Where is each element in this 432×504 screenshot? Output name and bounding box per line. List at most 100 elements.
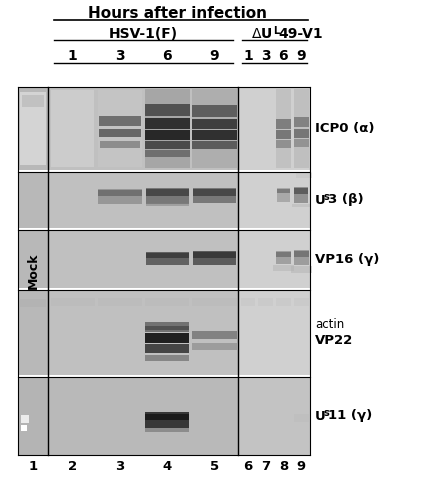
Bar bbox=[276, 189, 290, 193]
Bar bbox=[144, 130, 190, 140]
Text: 3: 3 bbox=[115, 49, 125, 63]
Bar bbox=[193, 251, 236, 265]
Text: 9: 9 bbox=[296, 49, 306, 63]
Text: ICP0 (α): ICP0 (α) bbox=[315, 122, 375, 135]
Bar bbox=[192, 89, 237, 168]
Bar bbox=[192, 343, 236, 349]
Bar bbox=[239, 172, 310, 228]
Bar bbox=[18, 290, 48, 375]
Bar bbox=[21, 425, 27, 431]
Text: L: L bbox=[273, 26, 280, 36]
Text: 9: 9 bbox=[210, 49, 219, 63]
Bar bbox=[276, 140, 291, 148]
Bar bbox=[144, 118, 190, 129]
Bar bbox=[273, 265, 294, 271]
Text: Mock: Mock bbox=[26, 253, 39, 289]
Bar bbox=[22, 95, 44, 107]
Bar bbox=[49, 290, 238, 375]
Text: U: U bbox=[315, 409, 326, 422]
Bar bbox=[146, 252, 189, 265]
Bar bbox=[144, 150, 190, 157]
Bar bbox=[294, 414, 308, 422]
Text: 3 (β): 3 (β) bbox=[328, 194, 364, 207]
Text: $\Delta$U: $\Delta$U bbox=[251, 27, 273, 41]
Text: 3: 3 bbox=[261, 49, 270, 63]
Bar bbox=[239, 377, 310, 455]
Bar bbox=[192, 118, 237, 129]
Bar bbox=[276, 118, 291, 129]
Bar bbox=[193, 187, 236, 203]
Bar bbox=[51, 90, 94, 167]
Bar bbox=[145, 326, 189, 330]
Text: 4: 4 bbox=[162, 461, 172, 473]
Bar bbox=[146, 203, 189, 206]
Bar bbox=[99, 129, 140, 137]
Text: 3: 3 bbox=[115, 461, 124, 473]
Bar bbox=[294, 187, 308, 195]
Bar bbox=[296, 173, 312, 177]
Bar bbox=[292, 205, 310, 207]
Bar bbox=[144, 104, 190, 116]
Bar bbox=[276, 187, 290, 202]
Bar bbox=[193, 189, 236, 196]
Text: HSV-1(F): HSV-1(F) bbox=[109, 27, 178, 41]
Bar bbox=[294, 129, 308, 138]
Bar bbox=[193, 252, 236, 258]
Text: 6: 6 bbox=[279, 49, 288, 63]
Text: 5: 5 bbox=[210, 461, 219, 473]
Bar bbox=[276, 89, 291, 168]
Bar bbox=[294, 251, 308, 257]
Bar bbox=[192, 331, 236, 339]
Bar bbox=[294, 186, 308, 203]
Bar bbox=[239, 290, 310, 375]
Bar bbox=[239, 87, 310, 170]
Bar bbox=[192, 298, 236, 306]
Bar bbox=[49, 87, 238, 170]
Bar bbox=[145, 298, 189, 306]
Bar bbox=[294, 117, 308, 127]
Bar bbox=[145, 414, 189, 420]
Bar bbox=[145, 428, 189, 432]
Text: 49-V1: 49-V1 bbox=[279, 27, 323, 41]
Bar bbox=[20, 92, 46, 165]
Bar bbox=[294, 89, 308, 168]
Bar bbox=[294, 298, 308, 306]
Text: 9: 9 bbox=[296, 461, 306, 473]
Text: 1: 1 bbox=[68, 49, 77, 63]
Text: actin: actin bbox=[315, 318, 344, 331]
Bar bbox=[145, 412, 189, 428]
Bar bbox=[144, 141, 190, 149]
Text: 1: 1 bbox=[243, 49, 253, 63]
Text: 6: 6 bbox=[243, 461, 252, 473]
Text: 1: 1 bbox=[29, 461, 38, 473]
Bar bbox=[276, 251, 291, 264]
Bar bbox=[99, 116, 140, 126]
Bar bbox=[144, 89, 190, 168]
Bar bbox=[145, 333, 189, 343]
Bar bbox=[21, 415, 29, 423]
Bar bbox=[18, 230, 48, 288]
Bar bbox=[51, 298, 95, 306]
Bar bbox=[192, 105, 237, 117]
Bar bbox=[100, 141, 140, 148]
Bar bbox=[18, 377, 48, 455]
Bar bbox=[145, 344, 189, 353]
Bar bbox=[98, 190, 142, 196]
Bar bbox=[98, 90, 142, 167]
Bar bbox=[276, 298, 291, 306]
Text: s: s bbox=[323, 192, 329, 202]
Bar bbox=[276, 130, 291, 139]
Bar bbox=[18, 87, 48, 170]
Bar bbox=[146, 189, 189, 196]
Bar bbox=[18, 172, 48, 228]
Bar bbox=[49, 172, 238, 228]
Text: 11 (γ): 11 (γ) bbox=[328, 409, 372, 422]
Bar bbox=[49, 377, 238, 455]
Bar bbox=[192, 130, 237, 140]
Bar bbox=[146, 187, 189, 205]
Text: VP16 (γ): VP16 (γ) bbox=[315, 253, 379, 266]
Bar bbox=[49, 377, 238, 455]
Text: 8: 8 bbox=[279, 461, 288, 473]
Bar bbox=[258, 298, 273, 306]
Text: 2: 2 bbox=[68, 461, 77, 473]
